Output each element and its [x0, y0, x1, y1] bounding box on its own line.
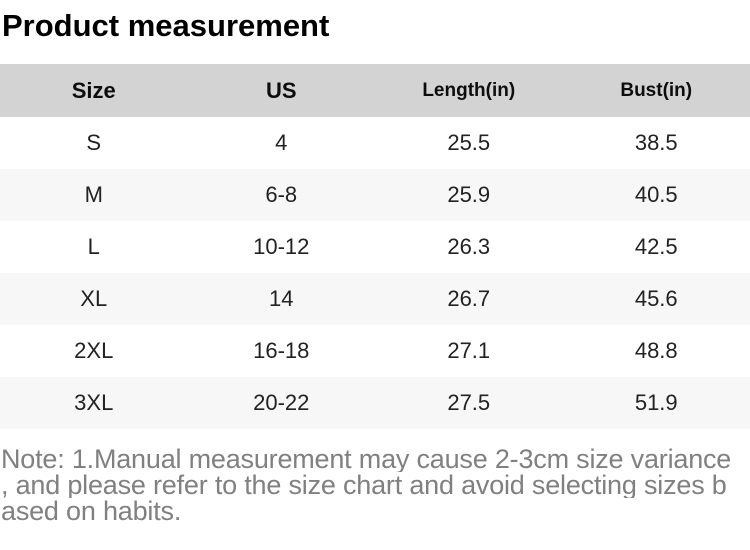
- cell-length: 25.9: [447, 182, 491, 207]
- cell-length: 25.5: [447, 130, 491, 155]
- cell-length: 26.3: [447, 234, 491, 259]
- cell-size: XL: [80, 286, 108, 311]
- cell-us: 10-12: [253, 234, 310, 259]
- table-header-row: Size US Length(in) Bust(in): [0, 64, 750, 117]
- cell-us: 20-22: [253, 390, 310, 415]
- cell-bust: 51.9: [634, 390, 678, 415]
- cell-size: S: [86, 130, 102, 155]
- header-cell-length: Length(in): [422, 80, 516, 101]
- note-line-1: Note: 1.Manual measurement may cause 2-3…: [1, 446, 732, 472]
- cell-bust: 38.5: [634, 130, 678, 155]
- table-row-2xl: 2XL 16-18 27.1 48.8: [0, 325, 750, 377]
- cell-size: 2XL: [74, 338, 114, 363]
- cell-us: 4: [275, 130, 288, 155]
- cell-length: 27.1: [447, 338, 491, 363]
- header-cell-bust: Bust(in): [620, 80, 693, 101]
- table-row-s: S 4 25.5 38.5: [0, 117, 750, 169]
- cell-bust: 40.5: [634, 182, 678, 207]
- note-line-2: , and please refer to the size chart and…: [1, 472, 727, 498]
- cell-us: 16-18: [253, 338, 310, 363]
- header-cell-size: Size: [71, 77, 116, 103]
- page-title: Product measurement: [2, 8, 330, 43]
- cell-size: M: [84, 182, 103, 207]
- size-measurement-table: Size US Length(in) Bust(in) S 4 25.5 38.…: [0, 64, 750, 429]
- cell-size: 3XL: [74, 390, 114, 415]
- cell-bust: 42.5: [634, 234, 678, 259]
- cell-bust: 48.8: [634, 338, 678, 363]
- cell-bust: 45.6: [634, 286, 678, 311]
- table-row-l: L 10-12 26.3 42.5: [0, 221, 750, 273]
- cell-us: 6-8: [265, 182, 298, 207]
- measurement-note: Note: 1.Manual measurement may cause 2-3…: [1, 446, 750, 524]
- note-line-3: ased on habits.: [1, 498, 182, 524]
- table-row-xl: XL 14 26.7 45.6: [0, 273, 750, 325]
- table-row-m: M 6-8 25.9 40.5: [0, 169, 750, 221]
- cell-length: 27.5: [447, 390, 491, 415]
- table-row-3xl: 3XL 20-22 27.5 51.9: [0, 377, 750, 429]
- header-cell-us: US: [265, 77, 297, 103]
- cell-us: 14: [269, 286, 294, 311]
- cell-size: L: [87, 234, 100, 259]
- cell-length: 26.7: [447, 286, 491, 311]
